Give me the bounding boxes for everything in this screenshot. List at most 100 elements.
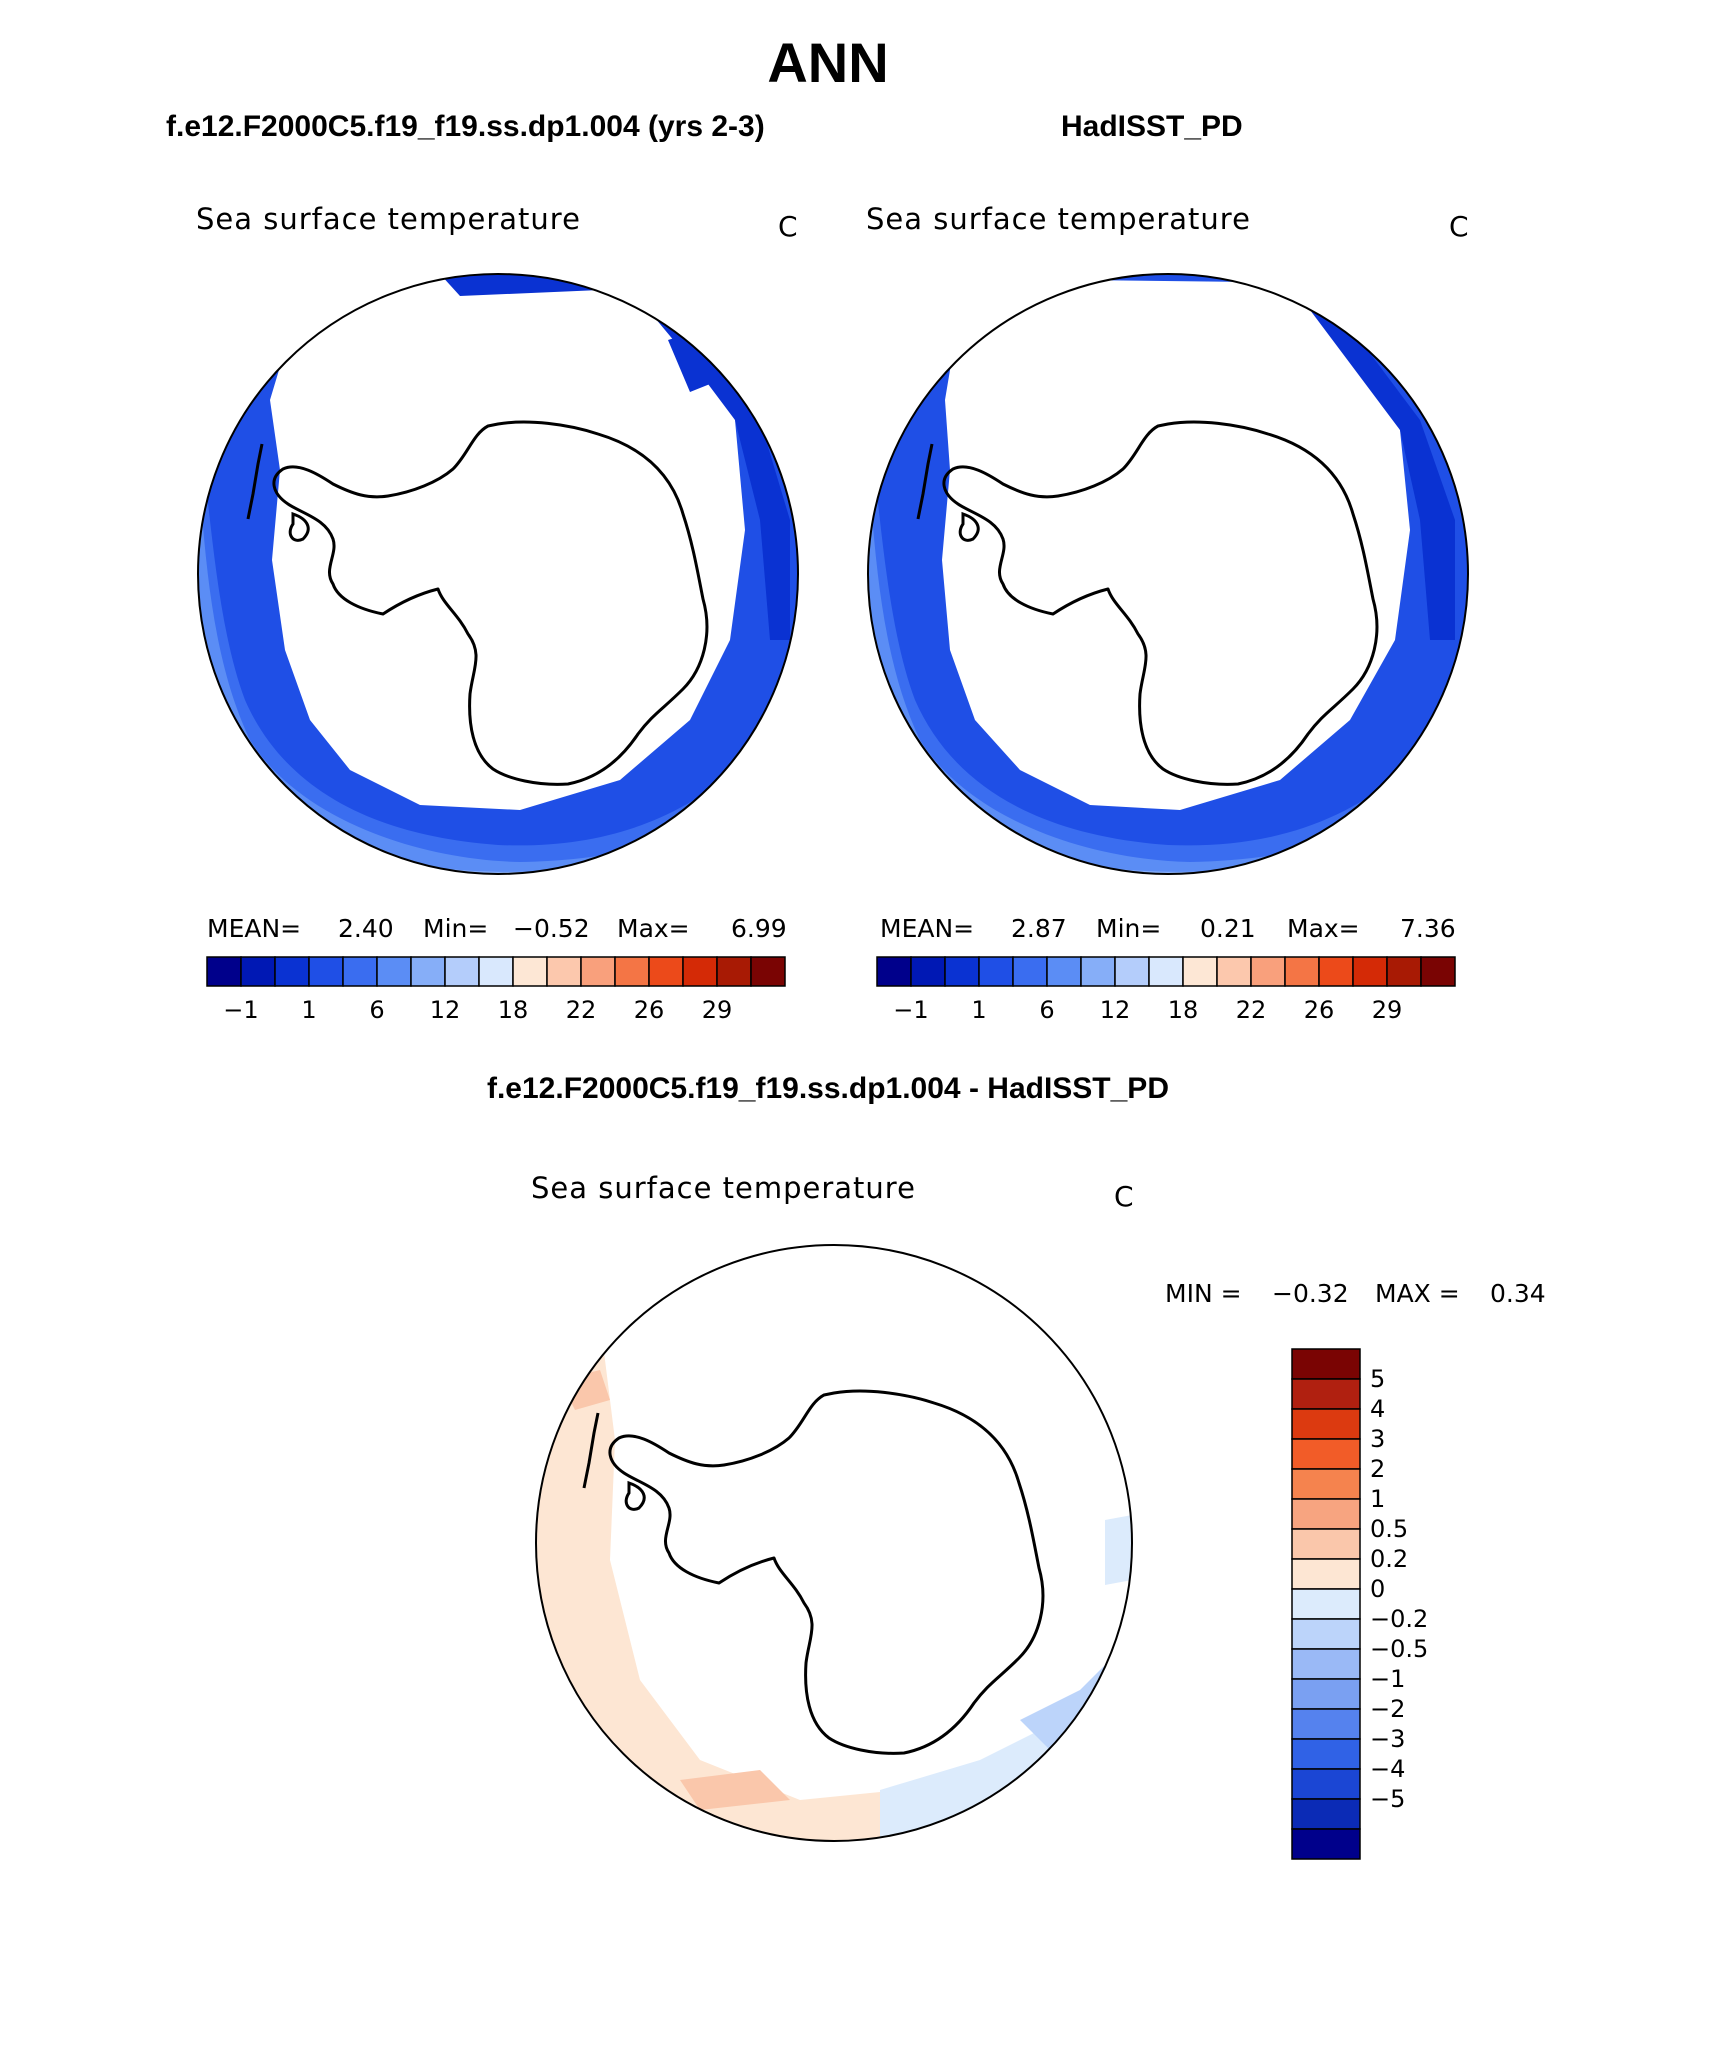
right-max-label: Max= (1287, 914, 1360, 943)
right-colorbar-swatch (876, 956, 912, 987)
right-colorbar-tick-label: 12 (1099, 996, 1131, 1024)
right-colorbar-swatch (1012, 956, 1048, 987)
left-colorbar-tick-label: 6 (369, 996, 385, 1024)
left-min-value: −0.52 (513, 914, 590, 943)
left-min-label: Min= (423, 914, 489, 943)
left-colorbar-swatch (274, 956, 310, 987)
right-colorbar-tick-label: 26 (1303, 996, 1335, 1024)
difference-max-value: 0.34 (1490, 1279, 1546, 1308)
right-sst-map (867, 273, 1469, 875)
left-colorbar-tick-label: 18 (497, 996, 529, 1024)
difference-colorbar-label: −3 (1370, 1725, 1406, 1753)
left-colorbar-swatch (206, 956, 242, 987)
difference-colorbar-label: −5 (1370, 1785, 1406, 1813)
difference-colorbar-label: 1 (1370, 1485, 1386, 1513)
left-colorbar (206, 956, 786, 987)
left-colorbar-swatch (444, 956, 480, 987)
left-variable-label: Sea surface temperature (196, 202, 581, 236)
difference-title: f.e12.F2000C5.f19_f19.ss.dp1.004 - HadIS… (486, 1072, 1169, 1105)
right-colorbar-swatch (1046, 956, 1082, 987)
left-colorbar-swatch (308, 956, 344, 987)
right-colorbar-tick-label: 18 (1167, 996, 1199, 1024)
difference-colorbar-swatch (1291, 1828, 1361, 1860)
difference-colorbar-label: −4 (1370, 1755, 1406, 1783)
left-mean-label: MEAN= (207, 914, 302, 943)
difference-colorbar-swatch (1291, 1798, 1361, 1830)
difference-colorbar-swatch (1291, 1378, 1361, 1410)
difference-colorbar-swatch (1291, 1588, 1361, 1620)
right-mean-label: MEAN= (880, 914, 975, 943)
right-colorbar-swatch (944, 956, 980, 987)
right-variable-label: Sea surface temperature (866, 202, 1251, 236)
difference-colorbar-label: 0.5 (1370, 1515, 1409, 1543)
left-colorbar-tick-label: 12 (429, 996, 461, 1024)
difference-colorbar-label: −0.2 (1370, 1605, 1429, 1633)
difference-colorbar-swatch (1291, 1468, 1361, 1500)
right-units-label: C (1449, 210, 1469, 243)
difference-colorbar-label: −0.5 (1370, 1635, 1429, 1663)
difference-colorbar-label: −1 (1370, 1665, 1406, 1693)
left-colorbar-tick-label: 22 (565, 996, 597, 1024)
right-min-label: Min= (1096, 914, 1162, 943)
difference-colorbar-swatch (1291, 1558, 1361, 1590)
difference-map (535, 1244, 1133, 1842)
right-colorbar-tick-label: −1 (893, 996, 929, 1024)
difference-colorbar-label: 2 (1370, 1455, 1386, 1483)
difference-colorbar-swatch (1291, 1648, 1361, 1680)
right-colorbar-swatch (1182, 956, 1218, 987)
difference-colorbar-swatch (1291, 1498, 1361, 1530)
difference-min-label: MIN = (1165, 1279, 1242, 1308)
right-colorbar-swatch (1148, 956, 1184, 987)
left-colorbar-swatch (682, 956, 718, 987)
difference-min-value: −0.32 (1272, 1279, 1349, 1308)
right-colorbar-swatch (1420, 956, 1456, 987)
difference-colorbar-swatch (1291, 1768, 1361, 1800)
left-max-label: Max= (617, 914, 690, 943)
left-colorbar-swatch (580, 956, 616, 987)
right-colorbar-swatch (1352, 956, 1388, 987)
left-colorbar-swatch (546, 956, 582, 987)
left-colorbar-tick-label: 29 (701, 996, 733, 1024)
difference-colorbar-swatch (1291, 1348, 1361, 1380)
right-colorbar-swatch (1318, 956, 1354, 987)
right-min-value: 0.21 (1200, 914, 1256, 943)
right-colorbar-tick-label: 29 (1371, 996, 1403, 1024)
difference-colorbar-swatch (1291, 1408, 1361, 1440)
left-colorbar-swatch (376, 956, 412, 987)
difference-colorbar-label: 0 (1370, 1575, 1386, 1603)
left-colorbar-swatch (410, 956, 446, 987)
right-colorbar-tick-label: 6 (1039, 996, 1055, 1024)
difference-max-label: MAX = (1375, 1279, 1460, 1308)
left-units-label: C (778, 210, 798, 243)
difference-colorbar-swatch (1291, 1708, 1361, 1740)
left-sst-map (197, 273, 799, 875)
left-colorbar-swatch (512, 956, 548, 987)
difference-colorbar-swatch (1291, 1738, 1361, 1770)
difference-colorbar-label: 0.2 (1370, 1545, 1409, 1573)
left-colorbar-swatch (478, 956, 514, 987)
left-mean-value: 2.40 (338, 914, 394, 943)
difference-colorbar (1291, 1348, 1361, 1860)
left-colorbar-swatch (240, 956, 276, 987)
left-colorbar-tick-label: 1 (301, 996, 317, 1024)
right-colorbar-swatch (1216, 956, 1252, 987)
left-colorbar-swatch (614, 956, 650, 987)
right-colorbar-swatch (1114, 956, 1150, 987)
difference-colorbar-label: −2 (1370, 1695, 1406, 1723)
difference-colorbar-swatch (1291, 1618, 1361, 1650)
difference-colorbar-label: 5 (1370, 1365, 1386, 1393)
difference-variable-label: Sea surface temperature (531, 1171, 916, 1205)
right-mean-value: 2.87 (1011, 914, 1067, 943)
difference-units-label: C (1114, 1180, 1134, 1213)
left-colorbar-swatch (716, 956, 752, 987)
right-colorbar-swatch (978, 956, 1014, 987)
left-colorbar-swatch (648, 956, 684, 987)
left-case-title: f.e12.F2000C5.f19_f19.ss.dp1.004 (yrs 2-… (166, 110, 765, 143)
right-colorbar-swatch (1250, 956, 1286, 987)
right-colorbar-tick-label: 1 (971, 996, 987, 1024)
left-colorbar-tick-label: −1 (223, 996, 259, 1024)
difference-colorbar-swatch (1291, 1528, 1361, 1560)
right-colorbar-tick-label: 22 (1235, 996, 1267, 1024)
left-colorbar-tick-label: 26 (633, 996, 665, 1024)
